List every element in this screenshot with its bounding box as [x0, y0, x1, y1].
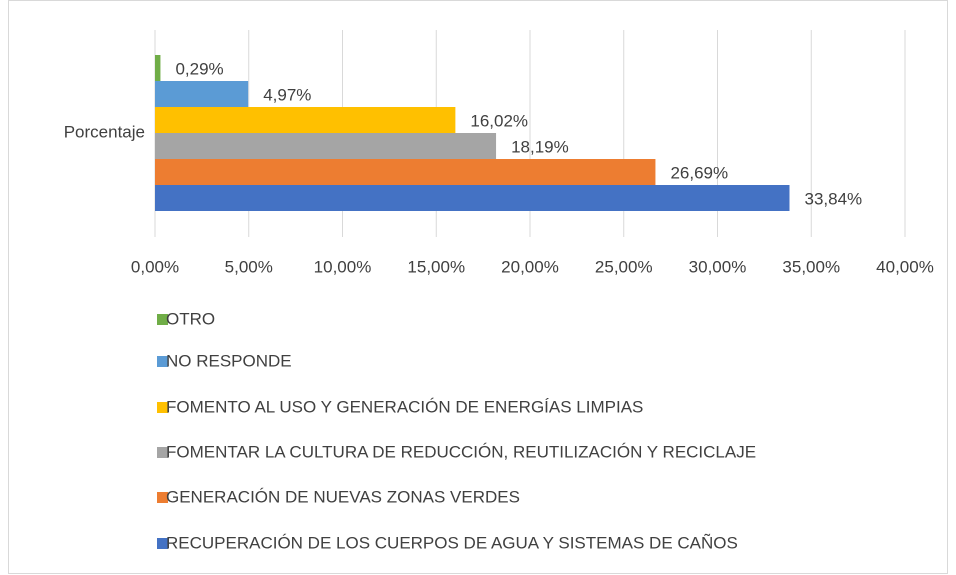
bar — [155, 159, 656, 185]
legend-label: FOMENTAR LA CULTURA DE REDUCCIÓN, REUTIL… — [166, 442, 756, 461]
x-tick-label: 40,00% — [876, 257, 934, 276]
x-tick-label: 15,00% — [407, 257, 465, 276]
x-tick-label: 10,00% — [314, 257, 372, 276]
x-tick-label: 35,00% — [782, 257, 840, 276]
legend-label: RECUPERACIÓN DE LOS CUERPOS DE AGUA Y SI… — [166, 533, 738, 552]
bar — [155, 185, 790, 211]
legend-swatch — [157, 356, 168, 367]
x-tick-label: 30,00% — [689, 257, 747, 276]
x-tick-label: 0,00% — [131, 257, 179, 276]
legend-swatch — [157, 314, 168, 325]
value-label: 26,69% — [670, 163, 728, 182]
x-tick-label: 5,00% — [225, 257, 273, 276]
legend-label: NO RESPONDE — [166, 351, 292, 370]
value-label: 16,02% — [470, 111, 528, 130]
value-label: 18,19% — [511, 137, 569, 156]
value-label: 0,29% — [175, 59, 223, 78]
bar — [155, 107, 456, 133]
x-tick-label: 25,00% — [595, 257, 653, 276]
x-tick-label: 20,00% — [501, 257, 559, 276]
legend-label: GENERACIÓN DE NUEVAS ZONAS VERDES — [166, 487, 520, 506]
legend-swatch — [157, 492, 168, 503]
legend-label: OTRO — [166, 309, 215, 328]
bar — [155, 133, 497, 159]
legend-swatch — [157, 402, 168, 413]
legend-swatch — [157, 538, 168, 549]
value-label: 33,84% — [805, 189, 863, 208]
bar — [155, 81, 249, 107]
y-tick-label: Porcentaje — [64, 122, 145, 141]
bar — [155, 55, 161, 81]
legend-swatch — [157, 447, 168, 458]
legend-label: FOMENTO AL USO Y GENERACIÓN DE ENERGÍAS … — [166, 397, 643, 416]
value-label: 4,97% — [263, 85, 311, 104]
